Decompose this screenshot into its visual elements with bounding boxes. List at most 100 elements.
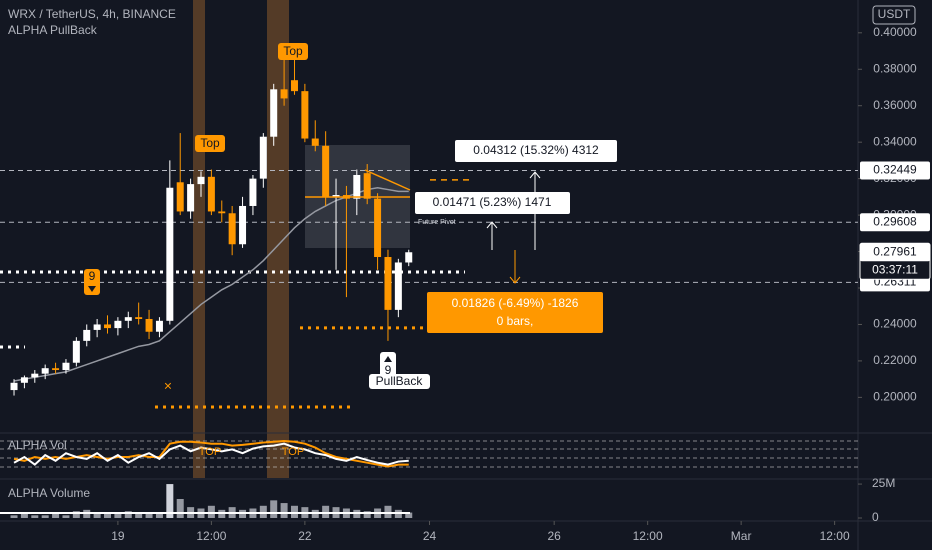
candle-body <box>176 182 184 212</box>
candle-body <box>249 178 257 206</box>
symbol-title: WRX / TetherUS, 4h, BINANCE <box>8 7 176 21</box>
volume-bar <box>290 505 298 518</box>
candle-body <box>52 368 60 371</box>
top-label: Top <box>283 44 303 58</box>
y-tick-label: 0.40000 <box>873 25 917 39</box>
volume-bar <box>259 505 267 518</box>
y-tick-label: 0.20000 <box>873 390 917 404</box>
measure-arrow <box>486 221 498 250</box>
measure-box <box>415 192 570 214</box>
candle-body <box>270 89 278 137</box>
pullback-label: PullBack <box>376 374 424 388</box>
volume-bar <box>166 484 174 518</box>
last-price-fill <box>860 243 930 262</box>
top-label: Top <box>200 136 220 150</box>
oscillator-title: ALPHA Vol <box>8 438 67 452</box>
measure-box <box>455 140 617 162</box>
x-tick-label: 19 <box>111 529 125 543</box>
x-tick-label: 12:00 <box>633 529 663 543</box>
y-tick-label: 0.22000 <box>873 353 917 367</box>
measure-label: 0.01471 (5.23%) 1471 <box>433 195 552 209</box>
pivot-label: Future Pivot <box>418 219 456 226</box>
setup-badge <box>380 352 396 378</box>
volume-bar <box>31 515 39 518</box>
currency[interactable]: USDT <box>878 7 911 21</box>
top-badge <box>195 135 225 152</box>
volume-bar <box>280 503 288 518</box>
volume-bar <box>384 505 392 518</box>
candle-body <box>197 176 205 185</box>
osc-line <box>13 442 409 466</box>
volume-bar <box>155 513 163 518</box>
candle-body <box>363 173 371 199</box>
volume-bar <box>62 515 70 518</box>
candle-body <box>72 340 80 363</box>
candle-body <box>322 145 330 197</box>
candle-body <box>124 317 132 321</box>
candle-body <box>290 80 298 92</box>
candle-body <box>239 205 247 245</box>
indicator-title: ALPHA PullBack <box>8 23 98 37</box>
volume-bar <box>93 512 101 518</box>
candle-body <box>301 91 309 139</box>
volume-bar <box>363 511 371 518</box>
vol-tick-label: 25M <box>872 476 895 490</box>
candle-body <box>83 329 91 341</box>
vol-tick-label: 0 <box>872 510 879 524</box>
price-label: 0.32449 <box>873 163 917 177</box>
volume-bar <box>41 515 49 518</box>
last-price-label: 0.27961 <box>873 244 917 258</box>
candle-body <box>155 320 163 332</box>
candle-body <box>259 136 267 179</box>
volume-bar <box>405 512 413 518</box>
volume-bar <box>10 515 18 518</box>
pullback-badge <box>369 374 430 389</box>
volume-bar <box>52 513 60 518</box>
candle-body <box>93 324 101 330</box>
y-tick-label: 0.24000 <box>873 317 917 331</box>
candle-body <box>218 211 226 214</box>
osc-label: TOP <box>282 446 304 458</box>
top-badge <box>278 43 308 60</box>
candle-body <box>228 213 236 245</box>
price-label-box <box>860 161 930 180</box>
y-tick-label: 0.34000 <box>873 134 917 148</box>
volume-bar <box>145 512 153 518</box>
candle-body <box>41 368 49 374</box>
x-tick-label: 26 <box>547 529 561 543</box>
candle-body <box>135 317 143 319</box>
candle-body <box>280 89 288 99</box>
highlight-band <box>193 0 205 478</box>
candle-body <box>10 382 18 391</box>
volume-bar <box>207 505 215 518</box>
x-tick-label: 12:00 <box>196 529 226 543</box>
setup-label: 9 <box>89 269 96 283</box>
candle-body <box>114 320 122 329</box>
y-tick-label: 0.36000 <box>873 98 917 112</box>
candle-body <box>62 362 70 371</box>
x-tick-label: 22 <box>298 529 312 543</box>
osc-line <box>13 440 409 468</box>
x-tick-label: 12:00 <box>820 529 850 543</box>
setup-badge <box>84 269 100 295</box>
candle-body <box>353 174 361 199</box>
candle-body <box>166 187 174 321</box>
volume-bar <box>72 511 80 518</box>
candle-body <box>207 176 215 212</box>
currency-box[interactable] <box>872 5 916 25</box>
volume-bar <box>114 512 122 518</box>
volume-bar <box>124 511 132 518</box>
price-label-box <box>860 213 930 232</box>
candle-body <box>20 377 28 383</box>
volume-title: ALPHA Volume <box>8 486 90 500</box>
x-tick-label: 24 <box>423 529 437 543</box>
candle-body <box>145 318 153 332</box>
volume-bar <box>176 499 184 518</box>
candle-body <box>374 198 382 258</box>
volume-bar <box>322 505 330 518</box>
setup-label: 9 <box>385 363 392 377</box>
osc-label: TOP <box>199 446 221 458</box>
measure-label: 0.01826 (-6.49%) -1826 <box>452 296 579 310</box>
